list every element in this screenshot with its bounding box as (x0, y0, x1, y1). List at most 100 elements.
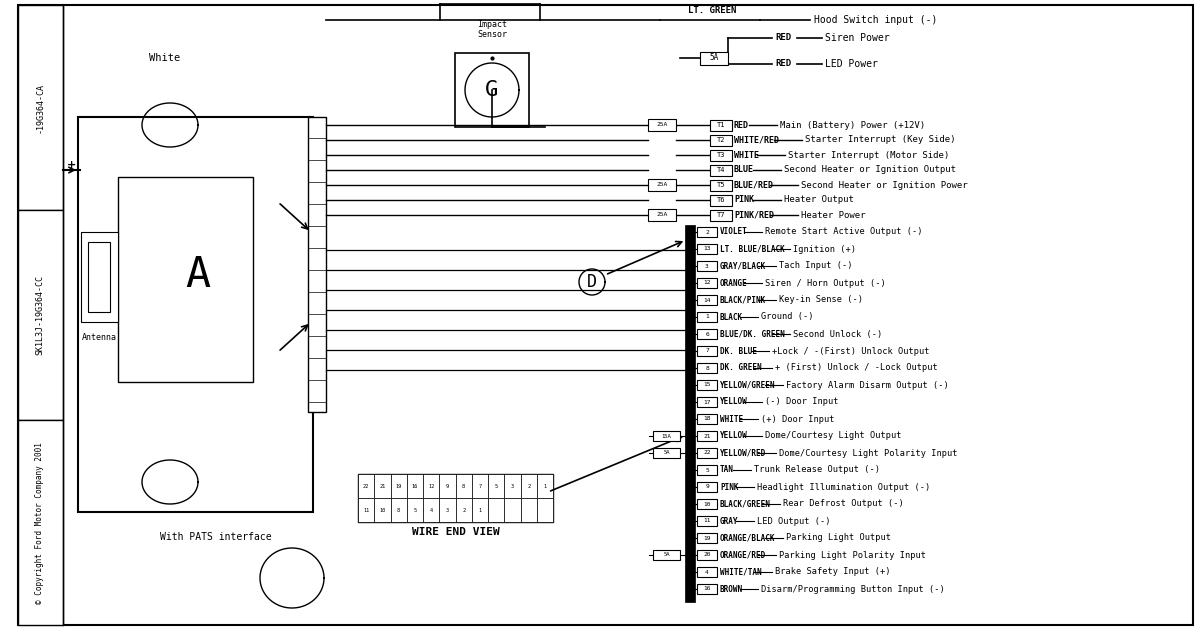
Text: Key-in Sense (-): Key-in Sense (-) (779, 295, 863, 304)
Text: Parking Light Output: Parking Light Output (786, 534, 892, 542)
Text: 25A: 25A (656, 212, 667, 217)
Text: 22: 22 (364, 483, 370, 488)
Text: LT. BLUE/BLACK: LT. BLUE/BLACK (720, 244, 785, 253)
Bar (504, 474, 521, 498)
Text: 21: 21 (379, 483, 385, 488)
Bar (456, 498, 472, 522)
Text: 5A: 5A (709, 54, 719, 62)
Bar (710, 120, 732, 130)
Text: Rear Defrost Output (-): Rear Defrost Output (-) (782, 500, 904, 508)
Text: ORANGE: ORANGE (720, 278, 748, 287)
Text: Factory Alarm Disarm Output (-): Factory Alarm Disarm Output (-) (786, 381, 949, 389)
Text: D: D (587, 273, 598, 291)
Text: BLUE/DK. GREEN: BLUE/DK. GREEN (720, 329, 785, 338)
Text: 14: 14 (703, 297, 710, 302)
Text: 7: 7 (706, 348, 709, 353)
Text: Headlight Illumination Output (-): Headlight Illumination Output (-) (757, 483, 931, 491)
Text: PINK: PINK (734, 195, 754, 205)
Text: T6: T6 (716, 197, 725, 203)
Text: PINK/RED: PINK/RED (734, 210, 774, 219)
Text: YELLOW: YELLOW (720, 432, 748, 440)
Text: 1: 1 (544, 483, 546, 488)
Text: 3: 3 (511, 483, 514, 488)
Bar (697, 533, 718, 543)
Bar (700, 52, 728, 64)
Text: 10: 10 (703, 501, 710, 507)
Bar (536, 498, 553, 522)
Text: Impact
Sensor: Impact Sensor (478, 20, 508, 39)
Text: 12: 12 (703, 280, 710, 285)
Text: YELLOW/RED: YELLOW/RED (720, 449, 767, 457)
Bar (710, 180, 732, 190)
Bar (18, 210, 64, 420)
Text: T3: T3 (716, 152, 725, 158)
Bar (648, 179, 676, 191)
Bar (697, 244, 718, 254)
Bar (697, 261, 718, 271)
Text: PINK: PINK (720, 483, 738, 491)
Text: 2: 2 (527, 483, 530, 488)
Text: 8: 8 (462, 483, 466, 488)
Text: Ignition (+): Ignition (+) (793, 244, 857, 253)
Text: DK. GREEN: DK. GREEN (720, 364, 762, 372)
Bar (472, 474, 488, 498)
Text: Heater Power: Heater Power (800, 210, 865, 219)
Bar (697, 431, 718, 441)
Text: 4: 4 (706, 570, 709, 575)
Text: 1: 1 (479, 508, 481, 512)
Bar (710, 149, 732, 161)
Bar (697, 397, 718, 407)
Text: 19: 19 (703, 536, 710, 541)
Bar (78, 117, 313, 512)
Text: 3: 3 (446, 508, 449, 512)
Bar (697, 329, 718, 339)
Bar (697, 312, 718, 322)
Text: +Lock / -(First) Unlock Output: +Lock / -(First) Unlock Output (772, 346, 929, 355)
Bar (521, 498, 536, 522)
Bar (697, 278, 718, 288)
Text: WHITE/TAN: WHITE/TAN (720, 568, 762, 576)
Bar (390, 474, 407, 498)
Text: (-) Door Input: (-) Door Input (764, 398, 838, 406)
Text: BLACK/PINK: BLACK/PINK (720, 295, 767, 304)
Bar (308, 117, 326, 412)
Text: LED Output (-): LED Output (-) (757, 517, 830, 525)
Text: Disarm/Programming Button Input (-): Disarm/Programming Button Input (-) (761, 585, 944, 593)
Bar (697, 414, 718, 424)
Bar (488, 498, 504, 522)
Text: Parking Light Polarity Input: Parking Light Polarity Input (779, 551, 926, 559)
Text: BLACK: BLACK (720, 312, 743, 321)
Bar (521, 474, 536, 498)
Text: T2: T2 (716, 137, 725, 143)
Text: GRAY/BLACK: GRAY/BLACK (720, 261, 767, 270)
Bar (407, 498, 424, 522)
Text: DK. BLUE: DK. BLUE (720, 346, 757, 355)
Bar (18, 5, 64, 210)
Bar (697, 346, 718, 356)
Text: 25A: 25A (656, 183, 667, 188)
Bar (653, 431, 680, 441)
Bar (697, 380, 718, 390)
Bar (455, 53, 529, 127)
Text: Heater Output: Heater Output (784, 195, 853, 205)
Text: With PATS interface: With PATS interface (160, 532, 271, 542)
Text: YELLOW: YELLOW (720, 398, 748, 406)
Bar (18, 420, 64, 625)
Text: 16: 16 (412, 483, 418, 488)
Text: Main (Battery) Power (+12V): Main (Battery) Power (+12V) (780, 120, 925, 130)
Text: SK1L3J-19G364-CC: SK1L3J-19G364-CC (36, 275, 44, 355)
Text: 1: 1 (706, 314, 709, 319)
Text: YELLOW/GREEN: YELLOW/GREEN (720, 381, 775, 389)
Text: A: A (186, 254, 210, 296)
Text: © Copyright Ford Motor Company 2001: © Copyright Ford Motor Company 2001 (36, 442, 44, 604)
Bar (407, 474, 424, 498)
Text: Siren Power: Siren Power (826, 33, 889, 43)
Text: 22: 22 (703, 450, 710, 455)
Text: 7: 7 (479, 483, 481, 488)
Bar (358, 474, 374, 498)
Text: ORANGE/RED: ORANGE/RED (720, 551, 767, 559)
Text: 2: 2 (706, 229, 709, 234)
Text: (+) Door Input: (+) Door Input (761, 415, 834, 423)
Text: White: White (149, 53, 181, 63)
Text: 9: 9 (706, 484, 709, 490)
